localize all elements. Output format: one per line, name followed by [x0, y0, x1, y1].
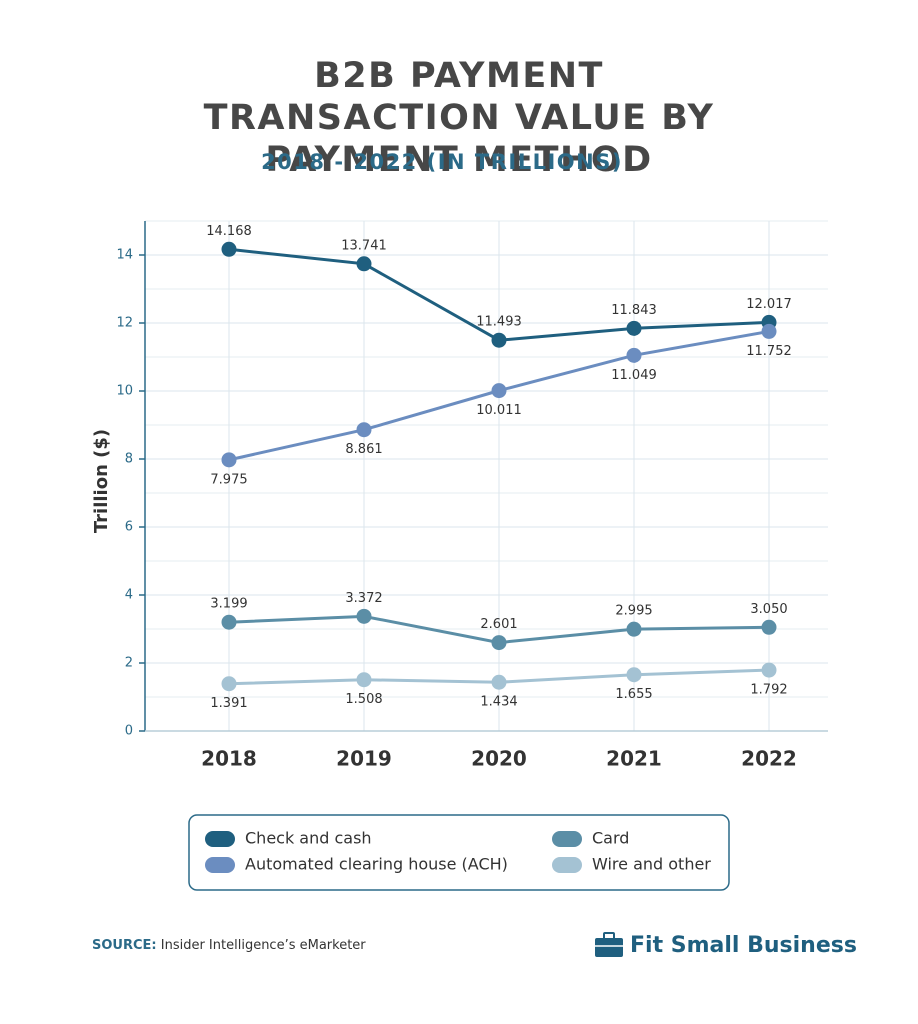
x-tick-label: 2021	[606, 747, 662, 771]
chart-subtitle: 2018 - 2022 (IN TRILLIONS)	[261, 150, 623, 174]
data-label: 1.391	[210, 696, 247, 711]
data-point	[626, 621, 642, 637]
data-label: 1.508	[345, 692, 382, 707]
chart-title: B2B PAYMENT TRANSACTION VALUE BY PAYMENT…	[203, 56, 715, 180]
legend-label: Check and cash	[245, 829, 372, 848]
legend-label: Wire and other	[592, 855, 711, 874]
chart: Trillion ($) 0 2 4 6 8 10 12 14 2018 2019 2020 2021…	[91, 220, 828, 891]
source-text: Insider Intelligence’s eMarketer	[160, 938, 366, 953]
brand-icon	[595, 932, 623, 957]
legend-label: Automated clearing house (ACH)	[245, 855, 508, 874]
data-point	[356, 608, 372, 624]
data-label: 2.995	[615, 604, 652, 619]
data-point	[626, 320, 642, 336]
data-point	[626, 347, 642, 363]
data-point	[491, 674, 507, 690]
data-label: 13.741	[341, 238, 387, 253]
data-point	[491, 635, 507, 651]
brand-name: Fit Small Business	[630, 932, 857, 958]
legend-marker	[205, 857, 235, 873]
data-label: 12.017	[746, 297, 792, 312]
data-label: 1.434	[480, 695, 517, 710]
data-label: 14.168	[206, 224, 252, 239]
data-point	[491, 383, 507, 399]
y-tick-label: 14	[116, 248, 133, 263]
data-label: 11.843	[611, 303, 657, 318]
data-point	[221, 452, 237, 468]
brand: Fit Small Business	[594, 932, 857, 958]
y-tick-label: 6	[125, 520, 133, 535]
data-label: 7.975	[210, 472, 247, 487]
data-label: 1.792	[750, 683, 787, 698]
data-label: 11.049	[611, 368, 657, 383]
data-point	[221, 676, 237, 692]
data-point	[356, 422, 372, 438]
y-tick-label: 4	[125, 588, 133, 603]
data-label: 11.752	[746, 344, 792, 359]
data-point	[626, 667, 642, 683]
data-label: 10.011	[476, 403, 522, 418]
data-label: 8.861	[345, 442, 382, 457]
legend-marker	[552, 857, 582, 873]
x-tick-label: 2019	[336, 747, 392, 771]
legend-box	[188, 814, 730, 891]
data-point	[221, 241, 237, 257]
data-label: 3.199	[210, 597, 247, 612]
data-label: 3.372	[345, 591, 382, 606]
y-tick-label: 12	[116, 316, 133, 331]
legend-label: Card	[592, 829, 629, 848]
data-point	[491, 332, 507, 348]
data-point	[761, 619, 777, 635]
y-tick-label: 10	[116, 384, 133, 399]
y-tick-label: 8	[125, 452, 133, 467]
data-label: 11.493	[476, 315, 522, 330]
legend-marker	[552, 831, 582, 847]
data-point	[356, 672, 372, 688]
legend-marker	[205, 831, 235, 847]
y-axis-label: Trillion ($)	[91, 429, 112, 533]
data-point	[356, 256, 372, 272]
x-tick-label: 2022	[741, 747, 797, 771]
data-label: 1.655	[615, 687, 652, 702]
data-point	[761, 662, 777, 678]
source-label: SOURCE:	[92, 938, 157, 953]
data-point	[221, 614, 237, 630]
x-tick-label: 2020	[471, 747, 527, 771]
data-label: 3.050	[750, 602, 787, 617]
y-tick-label: 0	[125, 724, 133, 739]
x-tick-label: 2018	[201, 747, 257, 771]
source: SOURCE: Insider Intelligence’s eMarketer	[92, 938, 366, 953]
y-tick-label: 2	[125, 656, 133, 671]
data-point	[761, 323, 777, 339]
data-label: 2.601	[480, 617, 517, 632]
